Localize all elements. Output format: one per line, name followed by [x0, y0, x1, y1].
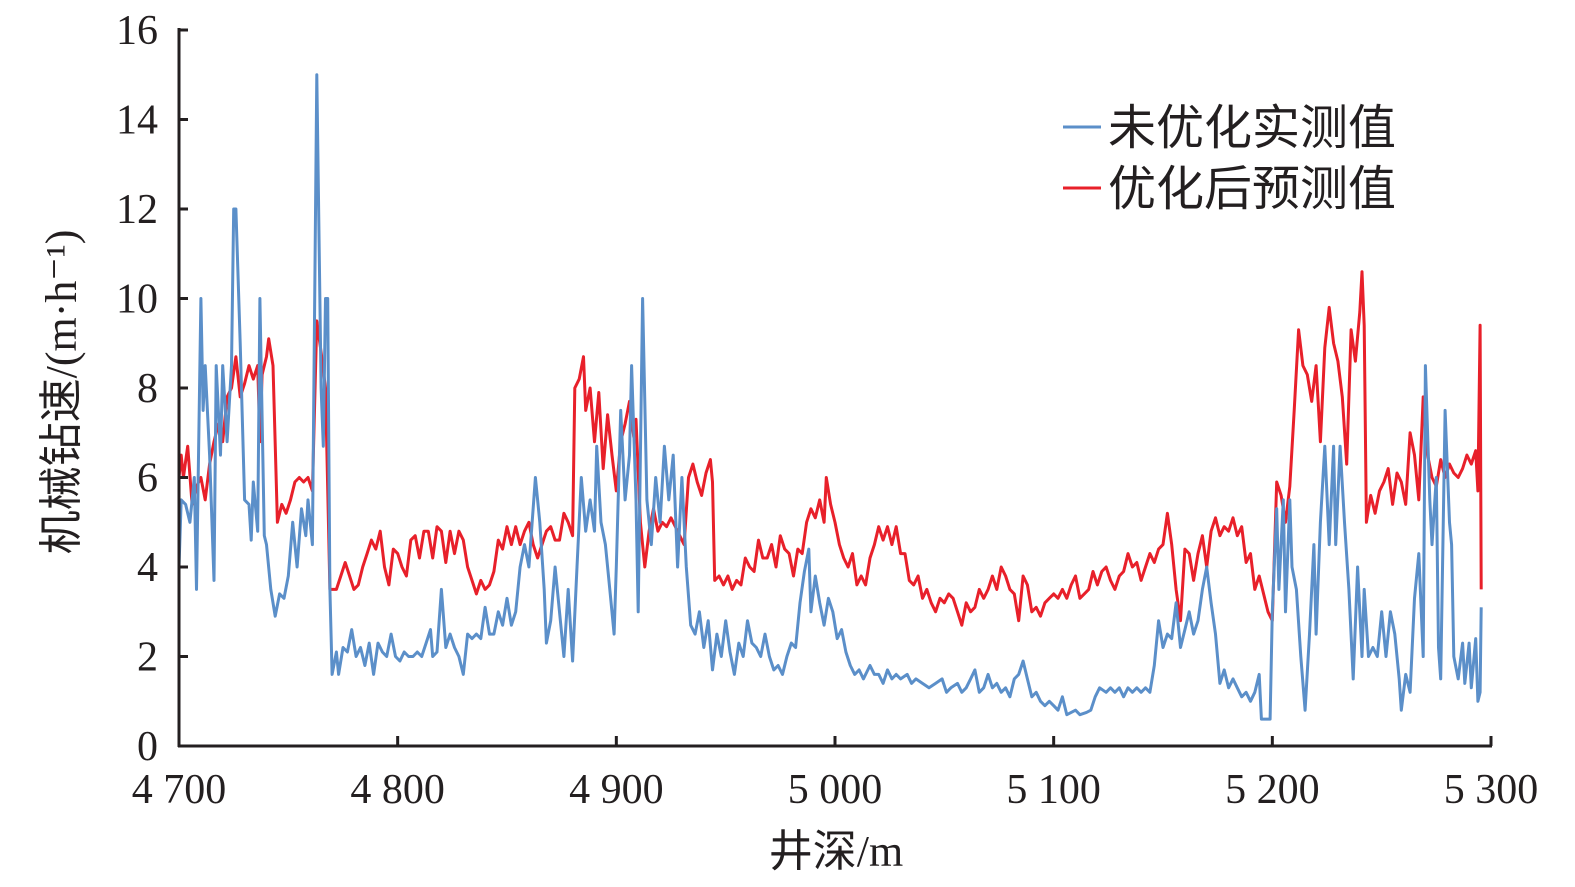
y-tick-label: 4: [137, 545, 158, 591]
x-tick-label: 4 800: [350, 767, 445, 813]
x-tick-label: 5 000: [788, 767, 883, 813]
legend-item-optimized: 优化后预测值: [1063, 163, 1396, 216]
y-tick-label: 8: [137, 366, 158, 412]
y-tick-label: 12: [116, 187, 158, 233]
x-axis-title: 井深/m: [769, 827, 903, 876]
y-tick-label: 0: [137, 724, 158, 770]
legend: 未优化实测值 优化后预测值: [1063, 102, 1396, 216]
x-tick-label: 4 700: [132, 767, 227, 813]
legend-label-optimized: 优化后预测值: [1108, 163, 1396, 216]
y-tick-label: 2: [137, 635, 158, 681]
tick-layer: 0 2 4 6 8 10 12 14 16 4 700 4 800 4 900 5 000 5 100 5 …: [116, 8, 1538, 813]
x-tick-label: 5 200: [1225, 767, 1320, 813]
legend-label-measured: 未优化实测值: [1108, 102, 1396, 155]
series-line-measured: [177, 73, 1483, 721]
x-tick-label: 5 100: [1006, 767, 1101, 813]
x-tick-label: 5 300: [1444, 767, 1539, 813]
x-tick-label: 4 900: [569, 767, 664, 813]
series-layer: [177, 73, 1483, 721]
legend-item-measured: 未优化实测值: [1063, 102, 1396, 155]
y-tick-label: 16: [116, 8, 158, 54]
y-axis-title: 机械钻速/(m·h⁻¹): [37, 230, 86, 555]
y-tick-label: 6: [137, 456, 158, 502]
y-tick-label: 14: [116, 98, 158, 144]
y-tick-label: 10: [116, 277, 158, 323]
